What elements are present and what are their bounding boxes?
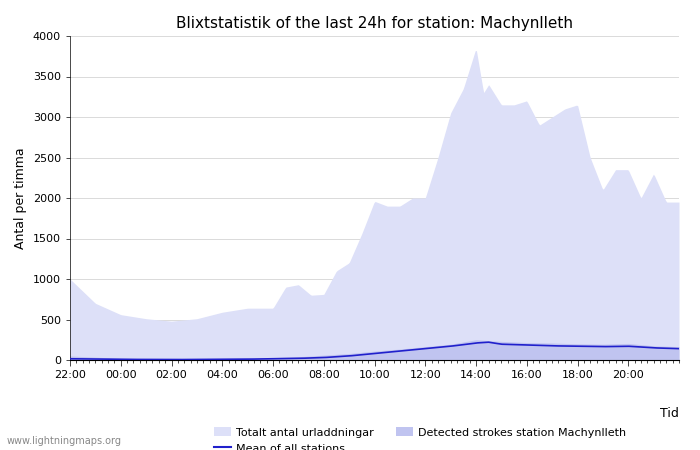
Text: www.lightningmaps.org: www.lightningmaps.org <box>7 436 122 446</box>
Title: Blixtstatistik of the last 24h for station: Machynlleth: Blixtstatistik of the last 24h for stati… <box>176 16 573 31</box>
Text: Tid: Tid <box>660 407 679 420</box>
Y-axis label: Antal per timma: Antal per timma <box>14 147 27 249</box>
Legend: Totalt antal urladdningar, Mean of all stations, Detected strokes station Machyn: Totalt antal urladdningar, Mean of all s… <box>209 423 631 450</box>
